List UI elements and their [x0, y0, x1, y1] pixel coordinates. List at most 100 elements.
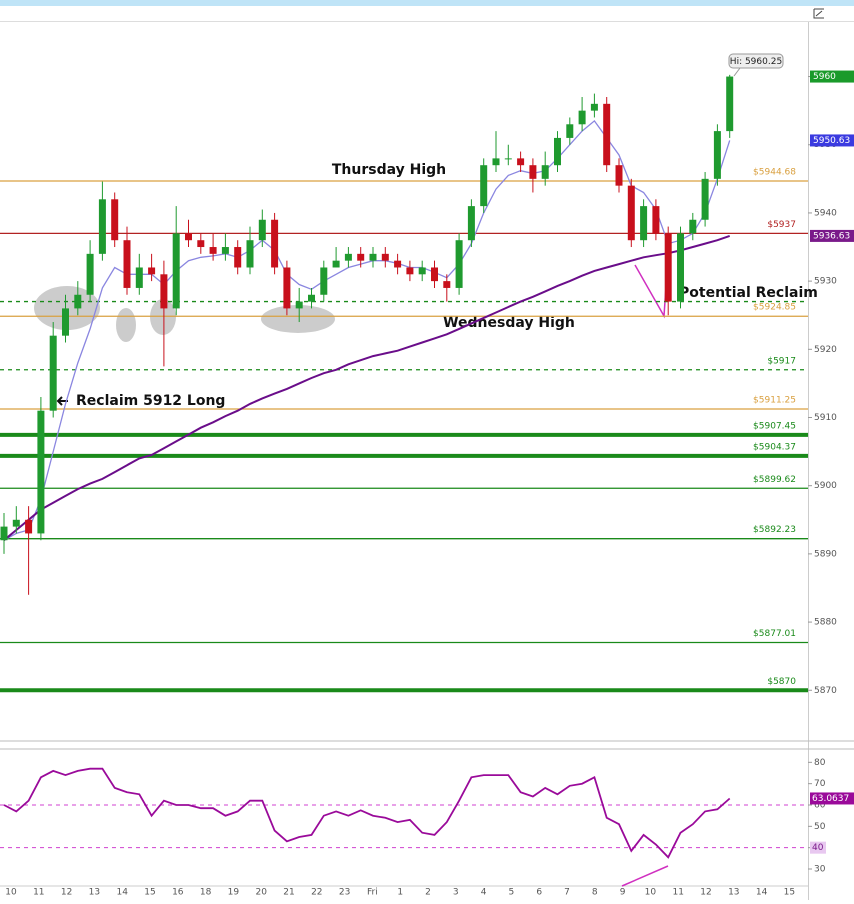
highlight	[261, 305, 335, 333]
candle-body	[111, 199, 119, 241]
x-tick-label: 22	[311, 888, 322, 898]
candle-body	[652, 206, 660, 234]
x-tick-label: 18	[200, 888, 212, 898]
y-tick-label: 50	[814, 822, 826, 832]
candle-body	[726, 76, 734, 132]
candle-body	[541, 165, 549, 179]
x-tick-label: Fri	[367, 888, 378, 898]
candle-body	[37, 410, 45, 534]
x-tick-label: 5	[509, 888, 515, 898]
y-tick-label: 70	[814, 779, 826, 789]
price-tag-label: 5960	[813, 72, 836, 82]
annotation: Thursday High	[332, 162, 446, 178]
rsi-tag	[810, 792, 854, 805]
level-label: $5892.23	[753, 525, 796, 535]
candle-body	[25, 519, 33, 534]
rsi-line	[3, 767, 731, 859]
candle-body	[615, 165, 623, 186]
candle-body	[713, 131, 721, 179]
candle-body	[603, 103, 611, 166]
candle-body	[160, 274, 168, 309]
candle-body	[320, 267, 328, 295]
candle-body	[406, 267, 414, 275]
candle-body	[590, 103, 598, 111]
rsi-tag-label: 63.0637	[812, 794, 849, 804]
highlight	[150, 299, 176, 335]
y-tick-label: 80	[814, 758, 826, 768]
candle-body	[185, 233, 192, 241]
x-tick-label: 16	[172, 888, 184, 898]
divergence-line	[621, 865, 669, 887]
top-bar	[0, 0, 854, 6]
level-label: $5911.25	[753, 395, 796, 405]
x-tick-label: 3	[453, 888, 459, 898]
y-tick-label: 5920	[814, 345, 837, 355]
candle-body	[443, 281, 451, 288]
x-tick-label: 4	[481, 888, 487, 898]
candle-body	[701, 178, 709, 220]
candle-body	[0, 526, 8, 541]
x-tick-label: 19	[228, 888, 240, 898]
highlight	[116, 308, 136, 342]
hi-pointer	[733, 67, 741, 77]
price-tag-label: 5950.63	[813, 136, 850, 146]
level-label: $5937	[767, 220, 796, 230]
y-tick-label: 5940	[814, 208, 837, 218]
price-tag	[810, 134, 854, 147]
candle-body	[98, 199, 106, 254]
y-tick-label: 5870	[814, 686, 837, 696]
hi-label: Hi: 5960.25	[730, 57, 782, 67]
x-tick-label: 10	[645, 888, 657, 898]
y-tick-label: 30	[814, 865, 826, 875]
level-label: $5870	[767, 677, 796, 687]
candle-body	[689, 219, 697, 234]
level-label: $5899.62	[753, 475, 796, 485]
candle-body	[123, 240, 131, 288]
x-tick-label: 20	[255, 888, 267, 898]
candle-body	[455, 240, 463, 288]
price-tag-label: 5936.63	[813, 231, 850, 241]
x-tick-label: 14	[756, 888, 768, 898]
candle-body	[258, 219, 266, 241]
annotation: Wednesday High	[443, 315, 575, 331]
x-tick-label: 12	[61, 888, 72, 898]
hi-box	[728, 53, 784, 69]
level-label: $5917	[767, 356, 796, 366]
candle-body	[431, 267, 438, 282]
x-tick-label: 13	[89, 888, 100, 898]
x-tick-label: 9	[620, 888, 626, 898]
x-tick-label: 11	[33, 888, 44, 898]
x-tick-label: 23	[339, 888, 350, 898]
candle-body	[135, 267, 143, 288]
candle-body	[504, 158, 512, 160]
x-tick-label: 10	[5, 888, 17, 898]
price-tag	[810, 70, 854, 83]
y-tick-label: 5880	[814, 618, 837, 628]
x-tick-label: 12	[700, 888, 711, 898]
x-tick-label: 2	[425, 888, 431, 898]
rsi-tag-label: 40	[812, 843, 824, 853]
level-label: $5907.45	[753, 421, 796, 431]
candle-body	[517, 158, 525, 166]
candle-body	[172, 233, 180, 309]
y-tick-label: 5930	[814, 277, 837, 287]
candle-body	[246, 240, 254, 268]
candle-body	[271, 219, 279, 268]
x-tick-label: 15	[144, 888, 155, 898]
candle-body	[74, 294, 82, 309]
candle-body	[49, 335, 57, 411]
x-tick-label: 6	[536, 888, 542, 898]
x-tick-label: 15	[784, 888, 795, 898]
highlight	[34, 286, 100, 330]
level-label: $5944.68	[753, 168, 796, 178]
candle-body	[566, 124, 574, 138]
candle-body	[86, 253, 94, 295]
level-label: $5877.01	[753, 629, 796, 639]
candle-body	[234, 247, 242, 268]
candle-body	[554, 137, 561, 166]
x-tick-label: 21	[283, 888, 294, 898]
toolbar-icon[interactable]	[813, 8, 824, 19]
candle-body	[209, 247, 217, 254]
candle-body	[664, 233, 672, 302]
